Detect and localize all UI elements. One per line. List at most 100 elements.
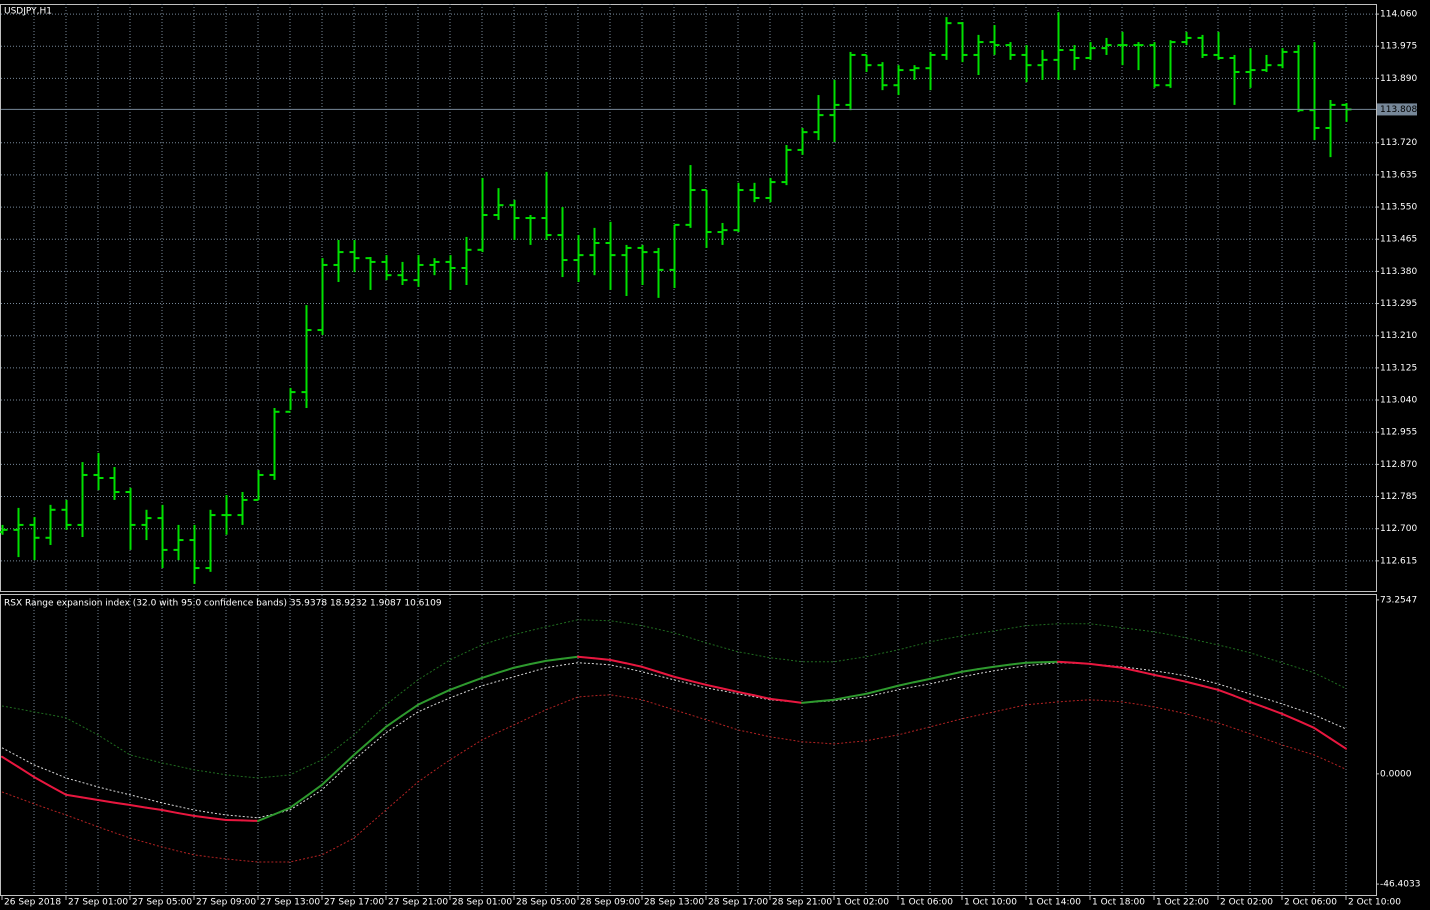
indicator-segment [1329, 737, 1347, 750]
indicator-segment [193, 814, 211, 820]
y-tick-label: 113.635 [1380, 170, 1417, 180]
y-tick-label: 112.955 [1380, 428, 1417, 438]
indicator-segment [513, 663, 531, 669]
grid-layer [1, 4, 1379, 895]
indicator-title: RSX Range expansion index (32.0 with 95.… [4, 599, 442, 609]
indicator-segment [161, 808, 179, 815]
y-tick-label: 113.210 [1380, 331, 1417, 341]
indicator-segment [1233, 694, 1251, 703]
indicator-segment [657, 670, 675, 678]
indicator-segment [321, 768, 339, 786]
current-price-label: 113.808 [1380, 105, 1417, 115]
x-tick-label: 27 Sep 21:00 [388, 898, 448, 908]
indicator-segment [1169, 677, 1187, 683]
x-tick-label: 1 Oct 10:00 [964, 898, 1017, 908]
indicator-segment [561, 655, 579, 660]
x-tick-label: 27 Sep 17:00 [324, 898, 384, 908]
indicator-segment [897, 681, 915, 687]
y-tick-label: 113.890 [1380, 74, 1417, 84]
x-tick-label: 2 Oct 06:00 [1284, 898, 1337, 908]
y-tick-label: 113.040 [1380, 396, 1417, 406]
indicator-segment [609, 658, 627, 665]
price-pane-border [0, 4, 1377, 592]
indicator-segment [385, 714, 403, 728]
indicator-segment [33, 775, 51, 787]
x-tick-label: 27 Sep 01:00 [68, 898, 128, 908]
indicator-segment [801, 700, 819, 704]
indicator-segment [17, 765, 35, 778]
indicator-segment [817, 698, 835, 703]
y-tick-label: 73.2547 [1380, 595, 1417, 605]
y-tick-label: 112.700 [1380, 524, 1417, 534]
y-tick-label: 113.550 [1380, 203, 1417, 213]
indicator-band [1, 694, 1347, 863]
y-tick-label: 113.380 [1380, 267, 1417, 277]
indicator-segment [1009, 661, 1027, 666]
indicator-segment [577, 655, 595, 660]
indicator-segment [449, 682, 467, 691]
x-tick-label: 28 Sep 13:00 [644, 898, 704, 908]
x-tick-label: 28 Sep 21:00 [772, 898, 832, 908]
x-tick-label: 1 Oct 06:00 [900, 898, 953, 908]
indicator-segment [81, 796, 99, 802]
indicator-segment [673, 675, 691, 682]
indicator-band [1, 619, 1347, 779]
indicator-segment [97, 799, 115, 804]
indicator-segment [961, 668, 979, 673]
indicator-segment [1073, 661, 1091, 665]
labels-layer: 114.060 113.975 113.890 113.720 113.635 113.5… [1, 10, 1420, 908]
indicator-segment [177, 812, 195, 817]
indicator-segment [1089, 662, 1107, 667]
indicator-segment [785, 699, 803, 704]
x-tick-label: 2 Oct 02:00 [1220, 898, 1273, 908]
y-tick-label: 113.125 [1380, 363, 1417, 373]
y-tick-label: 113.465 [1380, 235, 1417, 245]
y-tick-label: 113.975 [1380, 42, 1417, 52]
indicator-segment [273, 806, 291, 816]
marks-layer [0, 12, 1376, 863]
indicator-segment [257, 813, 275, 822]
x-tick-label: 2 Oct 10:00 [1348, 898, 1401, 908]
y-tick-label: 112.785 [1380, 492, 1417, 502]
indicator-segment [705, 683, 723, 690]
indicator-segment [1153, 673, 1171, 680]
indicator-segment [1217, 688, 1235, 697]
x-tick-label: 28 Sep 01:00 [452, 898, 512, 908]
y-tick-label: 113.295 [1380, 299, 1417, 309]
indicator-segment [1137, 670, 1155, 676]
indicator-segment [1297, 719, 1315, 729]
indicator-segment [849, 692, 867, 698]
y-tick-label: 113.720 [1380, 138, 1417, 148]
indicator-segment [145, 806, 163, 811]
indicator-segment [977, 665, 995, 671]
indicator-segment [913, 677, 931, 684]
y-tick-label: 0.0000 [1380, 769, 1412, 779]
indicator-segment [625, 662, 643, 668]
y-tick-label: -46.4033 [1380, 880, 1420, 890]
indicator-segment [1, 755, 19, 768]
indicator-segment [545, 657, 563, 662]
indicator-segment [689, 679, 707, 686]
indicator-segment [993, 663, 1011, 668]
indicator-segment [65, 793, 83, 799]
x-tick-label: 28 Sep 17:00 [708, 898, 768, 908]
indicator-segment [337, 753, 355, 771]
indicator-segment [945, 670, 963, 677]
y-tick-label: 114.060 [1380, 10, 1417, 20]
indicator-segment [289, 795, 307, 809]
chart-title: USDJPY,H1 [4, 7, 52, 17]
indicator-segment [737, 690, 755, 697]
indicator-segment [1105, 664, 1123, 669]
indicator-segment [1313, 726, 1331, 740]
x-tick-label: 28 Sep 05:00 [516, 898, 576, 908]
indicator-segment [1265, 706, 1283, 715]
indicator-segment [769, 697, 787, 702]
x-tick-label: 27 Sep 05:00 [132, 898, 192, 908]
x-tick-label: 1 Oct 14:00 [1028, 898, 1081, 908]
indicator-segment [353, 739, 371, 756]
indicator-segment [129, 803, 147, 809]
x-tick-label: 27 Sep 13:00 [260, 898, 320, 908]
